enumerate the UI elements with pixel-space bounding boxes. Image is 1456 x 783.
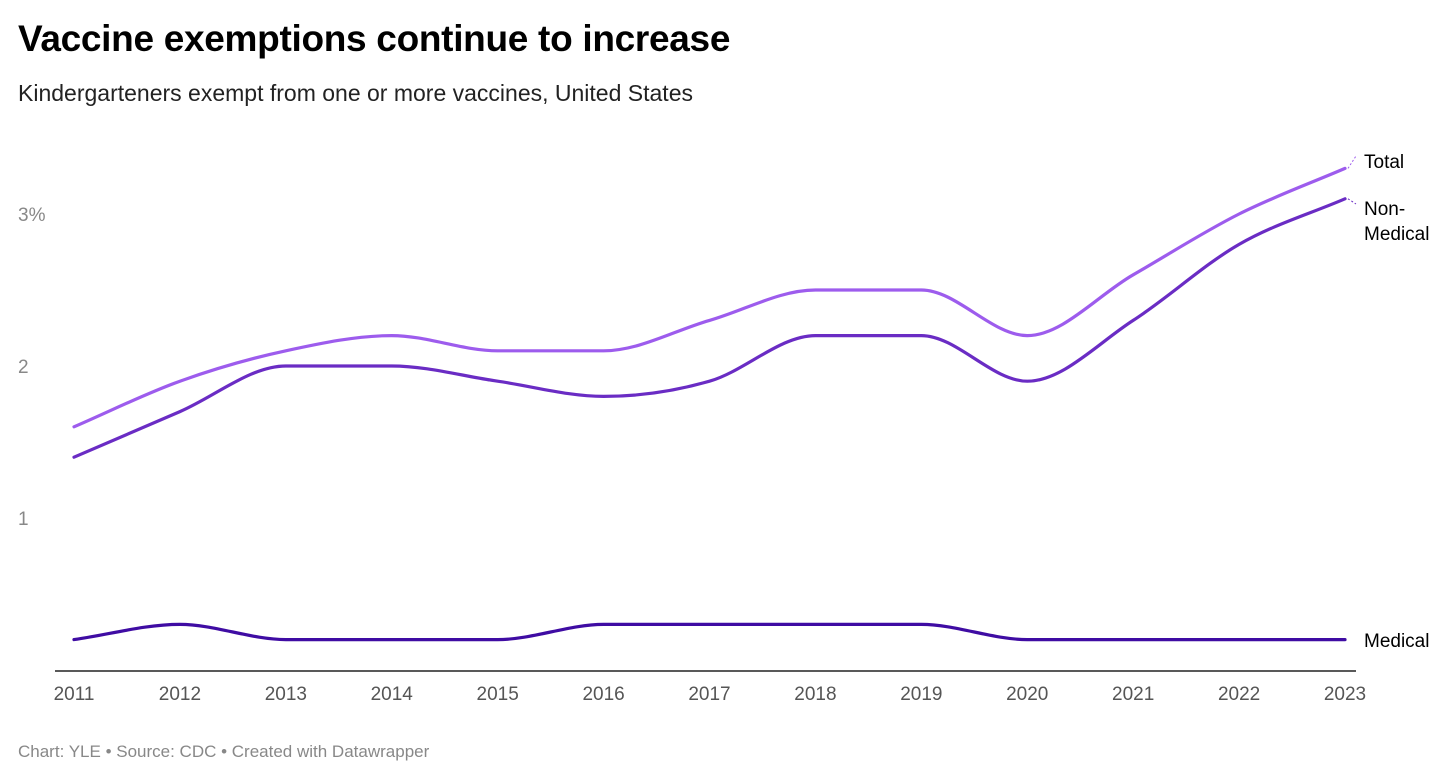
x-tick-label: 2022 — [1218, 684, 1260, 705]
x-tick-label: 2023 — [1324, 684, 1366, 705]
x-tick-label: 2016 — [582, 684, 624, 705]
chart-title: Vaccine exemptions continue to increase — [18, 18, 731, 59]
series-label: Non- — [1364, 199, 1405, 220]
x-tick-label: 2013 — [265, 684, 307, 705]
x-tick-label: 2014 — [371, 684, 414, 705]
label-connector — [1347, 155, 1357, 169]
chart-subtitle: Kindergarteners exempt from one or more … — [18, 80, 693, 106]
label-connector — [1347, 198, 1357, 205]
x-tick-label: 2011 — [54, 684, 95, 705]
series-label: Medical — [1364, 224, 1429, 245]
x-tick-label: 2019 — [900, 684, 942, 705]
chart-footer: Chart: YLE • Source: CDC • Created with … — [18, 742, 430, 761]
series-line-medical — [72, 622, 1347, 642]
x-tick-label: 2020 — [1006, 684, 1048, 705]
series-line-non-medical — [72, 197, 1347, 459]
x-tick-label: 2012 — [159, 684, 201, 705]
x-tick-label: 2018 — [794, 684, 836, 705]
x-tick-label: 2021 — [1112, 684, 1154, 705]
y-tick-label: 1 — [18, 509, 29, 530]
series-label: Total — [1364, 152, 1404, 173]
series-line-total — [72, 166, 1347, 429]
y-tick-label: 2 — [18, 357, 29, 378]
x-tick-label: 2015 — [477, 684, 519, 705]
x-tick-label: 2017 — [688, 684, 730, 705]
y-tick-label: 3% — [18, 205, 46, 226]
series-label: Medical — [1364, 631, 1429, 652]
